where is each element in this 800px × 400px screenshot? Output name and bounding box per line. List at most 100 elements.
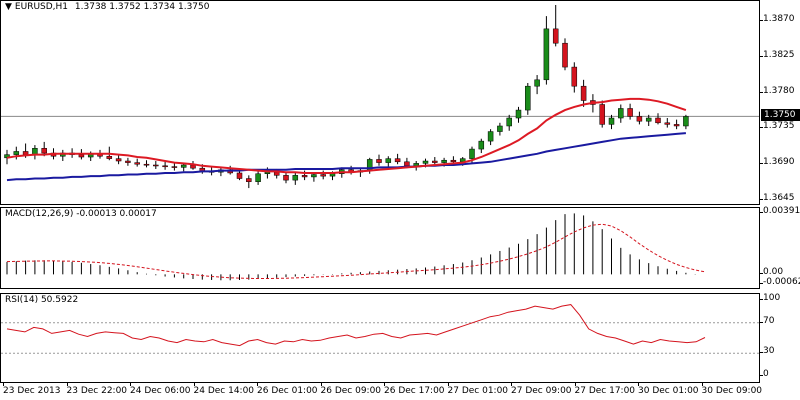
current-price-tag: 1.3750 — [761, 109, 800, 122]
candle-body — [534, 79, 540, 87]
time-label: 23 Dec 22:00 — [66, 383, 128, 396]
candle-body — [645, 117, 652, 122]
candle-body — [153, 164, 159, 167]
rsi-tick: 0 — [760, 369, 769, 379]
rsi-tick: 30 — [759, 346, 775, 357]
time-label: 27 Dec 09:00 — [511, 383, 572, 396]
candle-body — [543, 28, 550, 81]
candle-body — [552, 28, 559, 44]
candle-body — [450, 159, 457, 163]
candle-body — [143, 163, 150, 166]
candle-body — [673, 124, 680, 127]
price-chart-svg — [1, 4, 759, 189]
candle-body — [125, 160, 131, 163]
candle-body — [4, 154, 10, 159]
candle-body — [13, 151, 20, 155]
candle-body — [41, 148, 47, 154]
candle-body — [413, 163, 419, 167]
candle-body — [246, 178, 252, 182]
price-tick: 1.3735 — [760, 121, 795, 132]
macd-tick: 0.00 — [759, 267, 784, 278]
candle-body — [608, 117, 615, 125]
candle-body — [618, 108, 624, 119]
ohlc-label: 1.3738 1.3752 1.3734 1.3750 — [74, 2, 210, 12]
candle-body — [255, 173, 261, 182]
dropdown-triangle-icon[interactable]: ▼ — [5, 2, 12, 12]
candle-body — [487, 131, 494, 142]
time-label: 26 Dec 01:00 — [257, 383, 318, 396]
rsi-label: RSI(14) 50.5922 — [5, 295, 79, 305]
candle-body — [311, 174, 317, 178]
candle-body — [273, 171, 280, 176]
rsi-tick: 70 — [759, 315, 775, 326]
candle-body — [478, 140, 485, 150]
candle-body — [506, 117, 512, 127]
candle-body — [385, 158, 392, 163]
time-label: 27 Dec 01:00 — [447, 383, 509, 396]
symbol-header: ▼ EURUSD,H1 1.3738 1.3752 1.3734 1.3750 — [5, 2, 209, 12]
candle-body — [236, 172, 243, 179]
candle-body — [292, 175, 299, 181]
time-label: 27 Dec 17:00 — [574, 383, 636, 396]
candle-body — [301, 175, 308, 178]
time-label: 24 Dec 06:00 — [130, 383, 191, 396]
candle-body — [283, 175, 289, 181]
price-tick: 1.3780 — [760, 85, 795, 96]
macd-axis: 0.00391 0.00 -0.00062 — [759, 206, 800, 289]
ma-fast-line — [6, 97, 687, 174]
candle-body — [106, 155, 113, 159]
time-label: 30 Dec 01:00 — [638, 383, 699, 396]
macd-label: MACD(12,26,9) -0.00013 0.00017 — [5, 209, 157, 219]
candle-body — [683, 116, 689, 127]
candle-body — [571, 66, 578, 87]
candle-body — [515, 109, 522, 119]
candle-body — [655, 117, 661, 124]
candle-body — [162, 165, 168, 168]
candle-body — [525, 85, 531, 111]
candle-body — [599, 104, 605, 125]
candle-body — [78, 154, 85, 158]
candle-body — [432, 160, 438, 163]
macd-tick: -0.00062 — [759, 277, 800, 287]
time-label: 23 Dec 2013 — [3, 383, 61, 396]
price-tick: 1.3825 — [760, 49, 795, 60]
price-axis: 1.3870 1.3825 1.3780 1.3735 1.3690 1.3645 — [760, 0, 800, 205]
candle-body — [320, 174, 326, 177]
candle-body — [134, 162, 140, 165]
rsi-axis: 100 70 30 0 — [759, 293, 800, 383]
candle-body — [394, 158, 401, 163]
rsi-chart-svg — [1, 304, 759, 354]
candle-body — [441, 159, 447, 163]
macd-signal-line — [6, 223, 705, 279]
macd-chart-svg — [6, 213, 705, 281]
candle-body — [404, 161, 410, 167]
time-label: 30 Dec 09:00 — [701, 383, 763, 396]
candle-body — [664, 122, 671, 125]
ma-slow-line — [6, 132, 686, 182]
macd-tick: 0.00391 — [759, 206, 800, 217]
symbol-label: EURUSD,H1 — [14, 2, 69, 12]
candle-body — [469, 148, 475, 159]
price-pane[interactable]: ▼ EURUSD,H1 1.3738 1.3752 1.3734 1.3750 — [0, 0, 760, 205]
time-label: 26 Dec 09:00 — [320, 383, 382, 396]
candle-body — [636, 116, 643, 122]
rsi-tick: 100 — [759, 293, 781, 303]
rsi-pane[interactable]: RSI(14) 50.5922 — [0, 293, 760, 383]
time-label: 24 Dec 14:00 — [193, 383, 255, 396]
candle-body — [580, 85, 587, 101]
candle-body — [422, 160, 429, 164]
candle-body — [171, 166, 178, 168]
rsi-line — [6, 304, 706, 347]
price-tick: 1.3690 — [760, 157, 795, 168]
price-tick: 1.3645 — [760, 193, 795, 204]
candle-body — [180, 164, 187, 168]
price-tick: 1.3870 — [760, 13, 795, 24]
candle-body — [376, 159, 382, 163]
candle-body — [497, 125, 503, 132]
candle-body — [115, 158, 122, 162]
time-axis: 23 Dec 2013 23 Dec 22:00 24 Dec 06:00 24 De… — [0, 383, 763, 400]
macd-pane[interactable]: MACD(12,26,9) -0.00013 0.00017 — [0, 207, 760, 289]
candle-body — [562, 42, 568, 68]
time-label: 26 Dec 17:00 — [384, 383, 445, 396]
